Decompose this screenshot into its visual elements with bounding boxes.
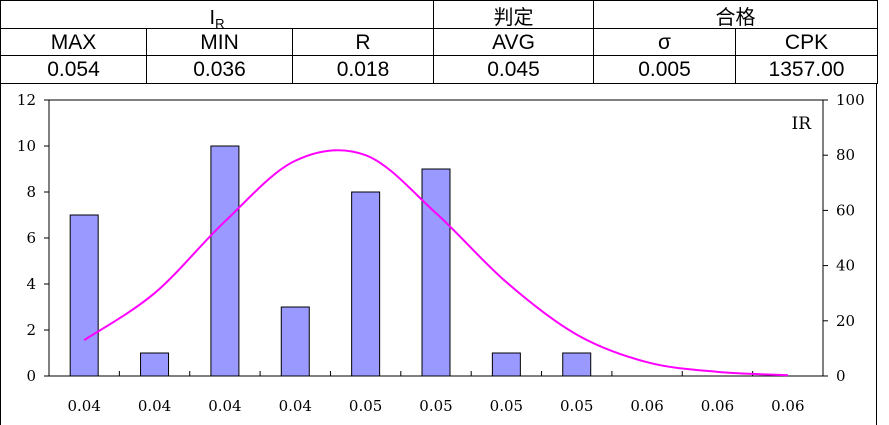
left-axis-tick-label: 6 xyxy=(26,229,36,247)
value-avg: 0.045 xyxy=(433,55,595,84)
histogram-bar xyxy=(280,306,310,377)
x-axis-category-label: 0.04 xyxy=(279,397,312,415)
histogram-bar xyxy=(210,145,240,377)
series-label: IR xyxy=(791,114,812,134)
x-axis-category-label: 0.05 xyxy=(560,397,593,415)
right-axis-tick-label: 20 xyxy=(836,312,855,330)
judge-value-cell: 合格 xyxy=(593,0,879,29)
normal-curve-series xyxy=(83,149,788,377)
value-sigma: 0.005 xyxy=(593,55,737,84)
header-range: R xyxy=(291,28,435,56)
stats-table: IR 判定 合格 MAX MIN R AVG σ CPK 0.054 0.036… xyxy=(0,0,879,84)
header-max: MAX xyxy=(0,28,147,56)
bar-series xyxy=(69,145,592,377)
header-min: MIN xyxy=(146,28,293,56)
histogram-bar xyxy=(421,168,451,377)
normal-curve-line xyxy=(83,149,788,377)
right-axis-tick-label: 80 xyxy=(836,146,855,164)
left-axis-tick-label: 12 xyxy=(17,91,36,109)
x-axis-category-label: 0.05 xyxy=(349,397,382,415)
x-axis-category-label: 0.04 xyxy=(208,397,241,415)
header-avg: AVG xyxy=(433,28,595,56)
left-axis-tick-label: 8 xyxy=(26,183,36,201)
header-sigma: σ xyxy=(593,28,737,56)
value-cpk: 1357.00 xyxy=(735,55,879,84)
left-axis-tick-label: 0 xyxy=(26,367,36,385)
right-axis-tick-label: 40 xyxy=(836,257,855,275)
x-axis-category-label: 0.06 xyxy=(701,397,734,415)
left-axis-tick-label: 10 xyxy=(17,137,36,155)
value-max: 0.054 xyxy=(0,55,147,84)
stats-value-row: 0.054 0.036 0.018 0.045 0.005 1357.00 xyxy=(0,55,879,84)
left-axis-tick-label: 4 xyxy=(26,275,36,293)
x-axis-category-label: 0.05 xyxy=(419,397,452,415)
chart-frame: 0 2 4 6 8 10 12 0 20 40 60 80 100 0.04 0.04 0.04 0.04 0.0… xyxy=(0,83,877,425)
histogram-chart: 0 2 4 6 8 10 12 0 20 40 60 80 100 0.04 0.04 0.04 0.04 0.0… xyxy=(17,91,865,415)
right-axis-tick-label: 100 xyxy=(836,91,865,109)
histogram-bar xyxy=(140,352,170,377)
ir-title: I xyxy=(209,7,216,29)
left-axis-tick-label: 2 xyxy=(26,321,36,339)
value-min: 0.036 xyxy=(146,55,293,84)
x-axis-category-label: 0.05 xyxy=(490,397,523,415)
histogram-bar xyxy=(562,352,592,377)
ir-title-subscript: R xyxy=(215,16,225,29)
chart-axes: 0 2 4 6 8 10 12 0 20 40 60 80 100 0.04 0.04 0.04 0.04 0.0… xyxy=(17,91,865,415)
right-axis-tick-label: 60 xyxy=(836,201,855,219)
x-axis-category-label: 0.06 xyxy=(630,397,663,415)
histogram-bar xyxy=(351,191,381,377)
stats-header-row: MAX MIN R AVG σ CPK xyxy=(0,28,879,56)
x-axis-category-label: 0.04 xyxy=(67,397,100,415)
header-cpk: CPK xyxy=(735,28,879,56)
value-range: 0.018 xyxy=(291,55,435,84)
stats-title-row: IR 判定 合格 xyxy=(0,0,879,29)
x-axis-category-label: 0.04 xyxy=(138,397,171,415)
right-axis-tick-label: 0 xyxy=(836,367,846,385)
ir-title-cell: IR xyxy=(0,0,435,29)
x-axis-category-label: 0.06 xyxy=(771,397,804,415)
histogram-bar xyxy=(69,214,99,377)
histogram-bar xyxy=(491,352,521,377)
judge-label-cell: 判定 xyxy=(433,0,595,29)
